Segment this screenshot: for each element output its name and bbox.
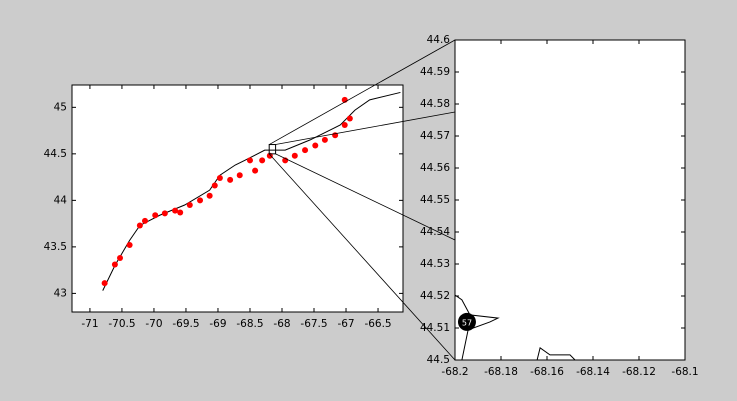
data-point	[197, 197, 204, 204]
y-tick-label: 44.5	[427, 354, 450, 366]
coastline	[102, 91, 401, 291]
x-tick-label: -67	[337, 318, 354, 330]
plot	[101, 91, 401, 291]
data-point	[216, 175, 223, 182]
station-label: 57	[462, 318, 472, 327]
y-tick-label: 44.5	[44, 148, 67, 160]
data-point	[101, 280, 108, 287]
x-tick-label: -66.5	[364, 318, 391, 330]
y-tick-label: 44.59	[420, 66, 450, 78]
y-tick-label: 45	[54, 101, 67, 113]
data-point	[341, 122, 348, 129]
x-tick-label: -68.1	[671, 366, 698, 378]
data-point	[152, 212, 159, 219]
data-point	[186, 202, 193, 209]
y-tick-label: 44.58	[420, 98, 450, 110]
x-tick-label: -68.18	[484, 366, 518, 378]
data-point	[252, 167, 259, 174]
x-tick-label: -70.5	[108, 318, 135, 330]
plot-area	[455, 40, 685, 360]
data-point	[312, 142, 319, 149]
x-tick-label: -68.2	[441, 366, 468, 378]
data-point	[117, 255, 124, 262]
x-tick-label: -68.16	[530, 366, 564, 378]
data-point	[206, 192, 213, 199]
x-tick-label: -70	[145, 318, 162, 330]
x-tick-label: -67.5	[300, 318, 327, 330]
data-point	[172, 207, 179, 214]
data-point	[227, 176, 234, 183]
axes-frame	[71, 84, 404, 313]
data-point	[346, 115, 353, 122]
y-tick-label: 44.54	[420, 226, 450, 238]
axes: -71 -70.5 -70 -69.5 -69 -68.5 -68 -67.5 -67 -66.5…	[44, 84, 404, 330]
y-tick-label: 44.55	[420, 194, 450, 206]
x-tick-label: -68	[273, 318, 290, 330]
data-point	[126, 242, 133, 249]
data-point	[236, 172, 243, 179]
data-point	[246, 157, 253, 164]
zoom-connector	[275, 111, 456, 145]
y-tick-label: 44	[54, 194, 68, 206]
x-tick-label: -68.5	[236, 318, 263, 330]
y-tick-label: 44.57	[420, 130, 450, 142]
y-tick-label: 43	[54, 287, 67, 299]
y-tick-label: 44.51	[420, 322, 450, 334]
zoom-connector	[268, 39, 456, 145]
x-tick-label: -69	[209, 318, 226, 330]
y-tick-label: 44.6	[427, 34, 451, 46]
y-tick-label: 43.5	[44, 241, 67, 253]
y-tick-label: 44.56	[420, 162, 450, 174]
plot-area	[72, 85, 403, 312]
zoom-connector	[275, 153, 456, 241]
x-tick-label: -69.5	[172, 318, 199, 330]
zoom-connector	[268, 153, 456, 361]
data-point	[321, 136, 328, 143]
plot: 57	[455, 294, 576, 360]
zoom-box	[268, 144, 277, 155]
x-tick-label: -68.14	[576, 366, 610, 378]
y-tick-label: 44.53	[420, 258, 450, 270]
data-point	[291, 152, 298, 159]
y-tick-label: 44.52	[420, 290, 450, 302]
x-tick-label: -71	[81, 318, 98, 330]
data-point	[136, 222, 143, 229]
data-point	[111, 261, 118, 268]
station-marker	[457, 312, 476, 331]
axes-layer: -71 -70.5 -70 -69.5 -69 -68.5 -68 -67.5 -67 -66.5…	[44, 34, 699, 378]
data-point	[161, 210, 168, 217]
x-tick-label: -68.12	[622, 366, 656, 378]
axes: 57 -68.2 -68.18 -68.16 -68.14 -68.12 -68.1 44.5…	[420, 34, 699, 378]
data-point	[259, 157, 266, 164]
data-point	[211, 182, 218, 189]
data-point	[177, 209, 184, 216]
data-point	[302, 147, 309, 154]
data-point	[141, 217, 148, 224]
coastline	[536, 347, 576, 360]
